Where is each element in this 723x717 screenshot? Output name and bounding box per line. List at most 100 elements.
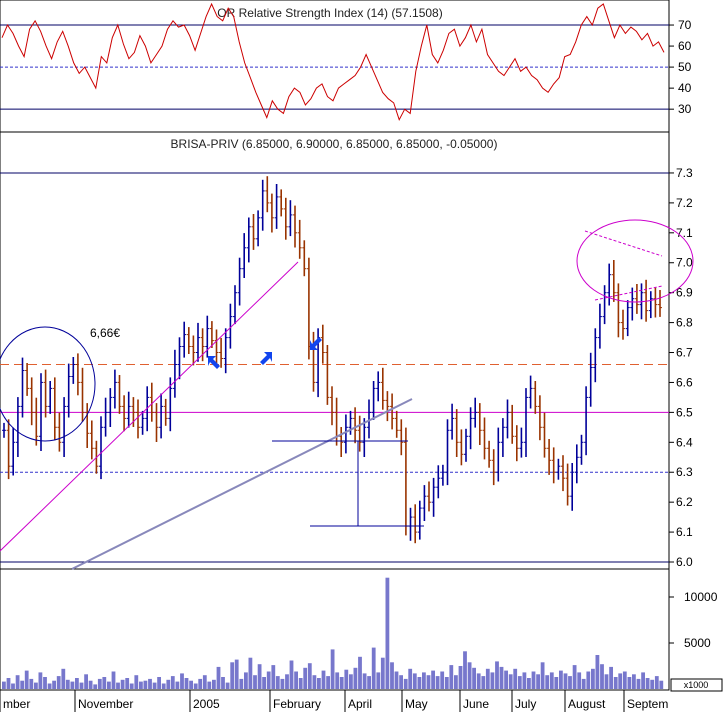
volume-bar [111,671,116,689]
price-ytick-label: 6.5 [676,405,693,419]
price-ytick-label: 6.2 [676,495,693,509]
volume-bar [339,677,344,689]
volume-bar [180,673,184,689]
volume-bar [330,649,335,689]
arrows [208,337,322,369]
volume-bar [193,683,198,689]
volume-bar [531,671,536,689]
volume-bar [627,677,632,689]
volume-bar [303,667,308,689]
volume-bar [444,677,449,689]
volume-bar [79,682,84,689]
volume-bar [253,675,257,689]
volume-bar [257,664,262,689]
volume-bar [454,675,458,689]
x-tick-label: November [78,697,133,711]
volume-bar [326,676,330,689]
volume-bar [522,672,527,689]
volume-bar [70,681,75,689]
volume-bar [125,678,130,689]
volume-bar [508,674,513,689]
volume-bar [166,679,171,689]
analysis-drawings: 6,66€ [0,219,694,570]
volume-bar [285,674,289,689]
volume-bar [449,665,454,689]
pennant-ellipse [576,219,694,303]
volume-bar [595,655,600,689]
volume-bar [353,667,358,689]
rsi-panel-frame [0,0,670,133]
volume-bar [431,670,435,689]
volume-bar [29,678,34,689]
volume-bar [476,673,481,689]
price-ytick-label: 6.3 [676,465,693,479]
volume-bar [559,670,563,689]
volume-bar [20,680,25,689]
volume-bar [349,674,353,689]
price-ytick-label: 6.0 [676,555,693,569]
volume-bar [490,672,495,689]
rsi-ytick-label: 60 [678,39,692,53]
rsi-line [1,2,665,121]
volume-bar [572,665,577,689]
volume-bar [175,681,180,689]
volume-bar [517,676,522,689]
volume-bar [139,681,143,689]
rsi-ytick-label: 50 [678,60,692,74]
price-ytick-label: 6.1 [676,525,693,539]
volume-bar [481,676,486,689]
volume-bar [129,683,134,689]
volume-bar [645,678,650,689]
price-ytick-label: 6.6 [676,375,693,389]
volume-bar [527,678,531,689]
x-tick-label: April [348,697,372,711]
volume-bar [294,671,298,689]
volume-unit-box [670,678,723,692]
x-tick-label: July [515,697,536,711]
volume-bar [157,677,161,689]
price-ytick-label: 7.0 [676,256,693,270]
rsi-ytick-label: 70 [678,18,692,32]
volume-bar [6,678,11,689]
price-ytick-label: 7.3 [676,166,693,180]
volume-bar [34,682,38,689]
volume-bar [563,673,568,689]
volume-bar [289,660,294,689]
volume-bar [312,675,317,689]
volume-bar [641,672,645,689]
volume-bar [134,675,139,689]
volume-bar [266,671,271,689]
volume-bar [549,672,554,689]
volume-bar [412,673,417,689]
volume-bar [513,668,518,689]
volume-bar [202,675,207,689]
volume-bar [467,662,472,689]
volume-bar [417,677,422,689]
volume-bar [262,677,266,689]
volume-bar [93,684,98,689]
price-title: BRISA-PRIV (6.85000, 6.90000, 6.85000, 6… [171,137,498,151]
volume-bar [659,680,664,689]
volume-bar [394,671,399,689]
volume-bar [408,668,413,689]
volume-bar [472,667,476,689]
rsi-ytick-label: 30 [678,102,692,116]
volume-bar [148,678,152,689]
volume-bar [47,683,52,689]
volume-bar [271,665,276,689]
volume-unit-label: x1000 [684,680,709,690]
volume-bar [198,678,203,689]
volume-ytick-label: 5000 [684,636,711,650]
volume-bar [403,678,408,689]
volume-bar [38,672,43,689]
volume-bar [230,662,235,689]
x-axis-labels: mber November 2005 February April May June July… [0,690,668,712]
volume-bar [426,675,431,689]
volume-bar [371,647,376,689]
volume-bar [84,674,88,689]
price-ytick-label: 7.2 [676,196,693,210]
volume-bar [581,678,586,689]
volume-bar [376,672,381,689]
